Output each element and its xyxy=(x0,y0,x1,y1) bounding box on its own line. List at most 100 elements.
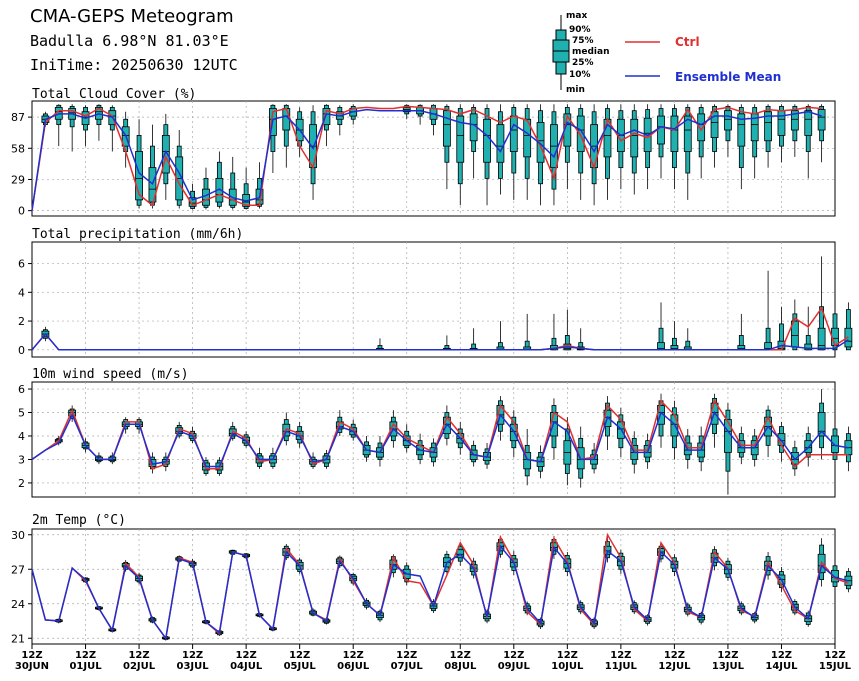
x-tick-date: 11JUL xyxy=(605,661,638,672)
wind-ytick-label: 6 xyxy=(18,383,25,396)
x-tick-hour: 12Z xyxy=(182,650,203,661)
cloud-box xyxy=(724,104,732,157)
precip-mean-line xyxy=(31,332,849,351)
cloud-mean-line xyxy=(31,108,822,211)
wind-box xyxy=(563,417,572,486)
cloud-box xyxy=(804,104,813,179)
precip-box xyxy=(817,256,826,351)
wind-box xyxy=(817,389,826,460)
wind-box xyxy=(95,452,103,465)
precip-ytick-label: 0 xyxy=(18,344,25,357)
precip-ytick-label: 2 xyxy=(18,315,25,328)
legend-max-label: max xyxy=(566,11,587,21)
precip-box xyxy=(376,338,384,351)
x-tick-hour: 12Z xyxy=(289,650,310,661)
cloud-box xyxy=(509,104,518,200)
precip-box xyxy=(683,328,692,351)
wind-box xyxy=(844,426,853,472)
cloud-box xyxy=(590,104,598,206)
cloud-box xyxy=(750,104,759,179)
cloud-box xyxy=(670,104,679,190)
temp-ytick-label: 21 xyxy=(11,632,25,645)
legend-median-label: median xyxy=(572,47,610,57)
x-tick-date: 09JUL xyxy=(498,661,531,672)
legend-p10-label: 10% xyxy=(569,70,591,80)
cloud-box xyxy=(456,104,465,206)
cloud-ytick-label: 0 xyxy=(18,205,25,218)
precip-panel: 0 2 4 6 xyxy=(18,241,853,358)
legend-ctrl-label: Ctrl xyxy=(675,35,700,49)
temp-mean-line xyxy=(31,544,849,641)
cloud-ytick-label: 29 xyxy=(11,173,25,186)
x-tick-date: 14JUL xyxy=(765,661,798,672)
x-tick-date: 06JUL xyxy=(337,661,370,672)
x-tick-date: 08JUL xyxy=(444,661,477,672)
wind-mean-line xyxy=(31,410,849,468)
x-tick-hour: 12Z xyxy=(128,650,149,661)
precip-box xyxy=(804,306,813,351)
x-tick-date: 02JUL xyxy=(123,661,156,672)
temp-panel: 21 24 27 30 xyxy=(11,528,853,645)
x-tick-hour: 12Z xyxy=(717,650,738,661)
cloud-box xyxy=(215,151,224,209)
cloud-box xyxy=(349,104,358,125)
x-tick-date: 15JUL xyxy=(819,661,852,672)
x-tick-date: 07JUL xyxy=(391,661,424,672)
temp-ytick-label: 30 xyxy=(11,529,25,542)
wind-ytick-label: 5 xyxy=(18,407,25,420)
x-tick-hour: 12Z xyxy=(75,650,96,661)
precip-box xyxy=(442,335,451,351)
precip-box xyxy=(657,302,665,351)
precip-box xyxy=(844,302,853,351)
cloud-box xyxy=(536,104,545,206)
cloud-box xyxy=(335,105,344,136)
x-tick-date: 30JUN xyxy=(15,661,49,672)
wind-box xyxy=(523,428,532,486)
x-tick-date: 03JUL xyxy=(177,661,210,672)
wind-ytick-label: 2 xyxy=(18,477,25,490)
precip-ytick-label: 6 xyxy=(18,258,25,271)
temp-ytick-label: 27 xyxy=(11,563,25,576)
temp-panel-title: 2m Temp (°C) xyxy=(32,513,126,528)
cloud-ctrl-line xyxy=(31,105,822,211)
location-label: Badulla 6.98°N 81.03°E xyxy=(30,32,229,50)
precip-box xyxy=(469,328,478,351)
legend: max 90% 75% median 25% 10% min Ctrl Ense… xyxy=(552,11,781,95)
cloud-box xyxy=(790,104,799,157)
x-tick-hour: 12Z xyxy=(503,650,524,661)
legend-p25-label: 25% xyxy=(572,58,594,68)
cloud-box xyxy=(657,104,665,179)
precip-panel-title: Total precipitation (mm/6h) xyxy=(32,227,243,242)
init-time-label: IniTime: 20250630 12UTC xyxy=(30,56,238,74)
precip-frame xyxy=(31,241,836,358)
precip-box xyxy=(831,299,839,351)
legend-p75-label: 75% xyxy=(572,36,594,46)
cloud-box xyxy=(483,104,491,206)
precip-box xyxy=(496,321,505,351)
x-tick-hour: 12Z xyxy=(557,650,578,661)
page-title: CMA-GEPS Meteogram xyxy=(30,6,234,27)
precip-box xyxy=(563,309,572,351)
cloud-box xyxy=(81,105,90,147)
legend-min-label: min xyxy=(566,85,585,95)
x-tick-hour: 12Z xyxy=(450,650,471,661)
legend-mean-label: Ensemble Mean xyxy=(675,70,781,84)
x-tick-hour: 12Z xyxy=(824,650,845,661)
cloud-box xyxy=(817,104,826,163)
cloud-box xyxy=(469,104,478,179)
cloud-box xyxy=(697,104,706,179)
x-tick-hour: 12Z xyxy=(664,650,685,661)
wind-ytick-label: 3 xyxy=(18,453,25,466)
x-tick-date: 04JUL xyxy=(230,661,263,672)
x-tick-hour: 12Z xyxy=(21,650,42,661)
precip-box xyxy=(670,321,679,351)
x-tick-hour: 12Z xyxy=(396,650,417,661)
wind-box xyxy=(724,403,732,495)
cloud-box xyxy=(202,167,210,210)
x-tick-date: 01JUL xyxy=(69,661,102,672)
cloud-box xyxy=(309,105,317,200)
precip-box xyxy=(576,328,585,351)
temp-ytick-label: 24 xyxy=(11,598,25,611)
